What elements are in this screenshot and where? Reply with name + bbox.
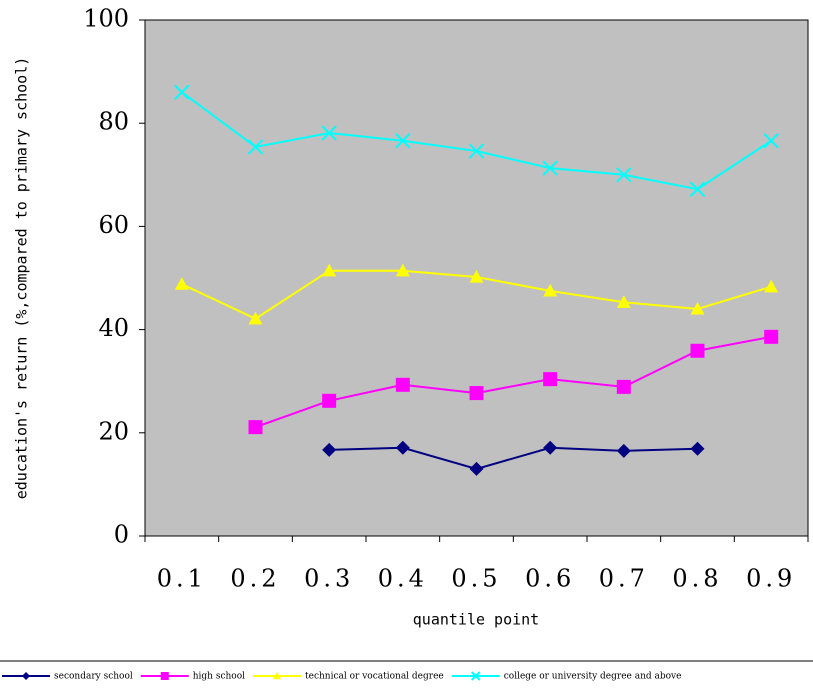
- x-tick-label: 0.1: [157, 565, 207, 593]
- y-tick-label: 80: [98, 108, 129, 136]
- legend-label: technical or vocational degree: [305, 672, 444, 682]
- series-line: [329, 446, 698, 470]
- y-axis-title: education's return (%,compared to primar…: [13, 57, 31, 500]
- marker: [273, 672, 282, 680]
- marker: [543, 283, 558, 297]
- marker: [764, 329, 779, 344]
- x-tick-label: 0.6: [525, 565, 575, 593]
- marker: [690, 441, 705, 456]
- marker: [22, 672, 30, 680]
- marker: [469, 461, 484, 476]
- marker: [395, 377, 410, 392]
- x-tick-label: 0.2: [230, 565, 280, 593]
- legend-label: high school: [193, 672, 245, 682]
- marker: [542, 160, 558, 176]
- marker: [174, 277, 189, 290]
- marker: [395, 263, 410, 277]
- x-tick-label: 0.3: [304, 565, 354, 593]
- marker: [690, 343, 705, 358]
- legend-label: college or university degree and above: [504, 672, 682, 682]
- marker: [247, 139, 264, 155]
- marker: [469, 386, 484, 401]
- y-tick-label: 60: [98, 211, 129, 239]
- x-tick-label: 0.8: [672, 565, 722, 593]
- marker: [616, 295, 631, 308]
- legend: secondary school high school technical or …: [2, 671, 682, 682]
- marker: [248, 420, 263, 435]
- marker: [174, 84, 190, 100]
- marker: [469, 269, 484, 283]
- x-tick-label: 0.4: [378, 565, 428, 593]
- marker: [395, 440, 410, 455]
- y-tick-label: 40: [98, 314, 129, 342]
- marker: [616, 379, 631, 394]
- marker: [616, 443, 631, 458]
- marker: [160, 672, 169, 680]
- marker: [321, 125, 337, 141]
- marker: [248, 311, 263, 325]
- x-tick-label: 0.9: [746, 565, 796, 593]
- marker: [616, 167, 632, 183]
- marker: [764, 279, 779, 293]
- marker: [471, 671, 481, 681]
- series-line: [255, 335, 772, 429]
- marker: [689, 181, 706, 197]
- x-tick-label: 0.5: [451, 565, 501, 593]
- marker: [543, 440, 558, 455]
- marker: [543, 372, 558, 387]
- x-axis-title: quantile point: [413, 611, 539, 629]
- marker: [322, 442, 337, 457]
- marker: [395, 133, 411, 149]
- marker: [468, 143, 485, 159]
- x-tick-label: 0.7: [599, 565, 649, 593]
- marker: [690, 301, 705, 315]
- legend-label: secondary school: [54, 672, 133, 682]
- y-tick-label: 0: [114, 521, 129, 549]
- marker: [763, 133, 779, 149]
- y-tick-label: 100: [83, 5, 129, 33]
- marker: [322, 263, 337, 277]
- marker: [322, 393, 337, 408]
- y-tick-label: 20: [98, 417, 129, 445]
